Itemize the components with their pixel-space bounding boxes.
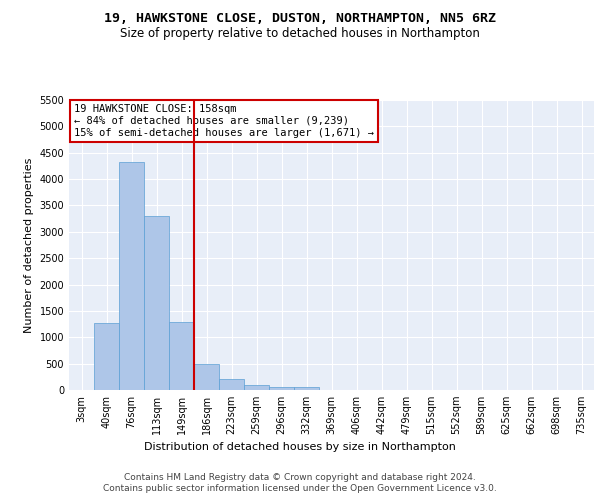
Bar (269, 386, 294, 390)
Text: Contains public sector information licensed under the Open Government Licence v3: Contains public sector information licen… (103, 484, 497, 493)
Bar (169, 322, 194, 390)
Bar (194, 364, 219, 390)
Text: Size of property relative to detached houses in Northampton: Size of property relative to detached ho… (120, 28, 480, 40)
Text: Contains HM Land Registry data © Crown copyright and database right 2024.: Contains HM Land Registry data © Crown c… (124, 472, 476, 482)
Bar (294, 387, 319, 390)
Bar (144, 216, 169, 390)
Text: Distribution of detached houses by size in Northampton: Distribution of detached houses by size … (144, 442, 456, 452)
Text: 19 HAWKSTONE CLOSE: 158sqm
← 84% of detached houses are smaller (9,239)
15% of s: 19 HAWKSTONE CLOSE: 158sqm ← 84% of deta… (74, 104, 374, 138)
Bar (244, 385, 269, 390)
Text: 19, HAWKSTONE CLOSE, DUSTON, NORTHAMPTON, NN5 6RZ: 19, HAWKSTONE CLOSE, DUSTON, NORTHAMPTON… (104, 12, 496, 26)
Bar (219, 378, 244, 390)
Bar (94, 323, 119, 390)
Y-axis label: Number of detached properties: Number of detached properties (24, 158, 34, 332)
Bar (119, 162, 144, 390)
